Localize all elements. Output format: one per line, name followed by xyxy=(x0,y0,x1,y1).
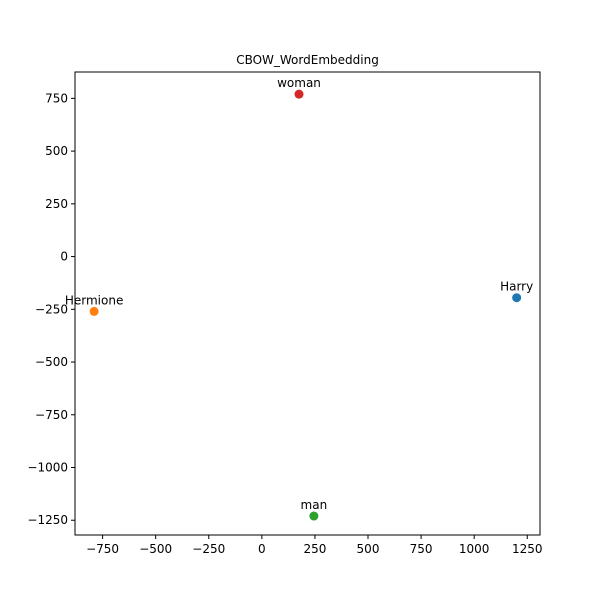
data-point xyxy=(309,511,319,521)
data-point-label: Hermione xyxy=(65,293,123,307)
x-tick-label: 1250 xyxy=(512,542,543,556)
data-point-label: man xyxy=(301,498,328,512)
y-tick-label: 750 xyxy=(45,91,68,105)
y-tick-label: −250 xyxy=(35,302,68,316)
data-point xyxy=(294,89,304,99)
data-point xyxy=(89,306,99,316)
data-point xyxy=(512,293,522,303)
x-tick-label: 500 xyxy=(357,542,380,556)
y-tick-label: −750 xyxy=(35,408,68,422)
x-tick-label: −500 xyxy=(139,542,172,556)
x-tick-label: 1000 xyxy=(459,542,490,556)
data-point-label: Harry xyxy=(500,280,533,294)
plot-frame xyxy=(74,71,541,536)
x-tick-label: 750 xyxy=(410,542,433,556)
axis-ticks: −750 −500 −250 0 250 500 750 1000 1250 −1250 −1000… xyxy=(27,91,542,556)
x-tick-label: −250 xyxy=(192,542,225,556)
data-point-label: woman xyxy=(277,76,321,90)
x-tick-label: 250 xyxy=(303,542,326,556)
x-tick-label: −750 xyxy=(86,542,119,556)
y-tick-label: −500 xyxy=(35,355,68,369)
x-tick-label: 0 xyxy=(258,542,266,556)
y-tick-label: 500 xyxy=(45,144,68,158)
y-tick-label: −1250 xyxy=(27,513,68,527)
y-tick-label: −1000 xyxy=(27,461,68,475)
y-tick-label: 250 xyxy=(45,197,68,211)
chart-title: CBOW_WordEmbedding xyxy=(236,53,379,67)
y-tick-label: 0 xyxy=(60,250,68,264)
data-points: Harry Hermione man woman xyxy=(65,76,533,521)
